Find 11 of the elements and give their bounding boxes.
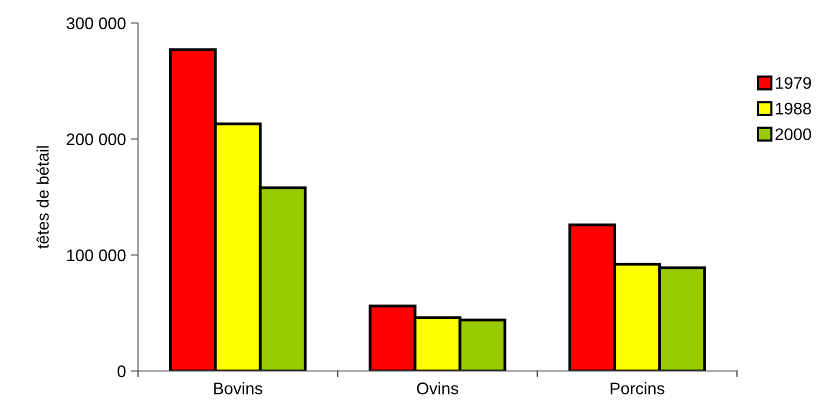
legend-label: 2000 xyxy=(775,128,812,140)
y-tick-label: 300 000 xyxy=(66,17,126,30)
legend-label: 1979 xyxy=(776,77,811,89)
y-tick-label: 0 xyxy=(118,365,126,378)
x-tick-label: Ovins xyxy=(416,382,458,394)
y-axis-title: têtes de bétail xyxy=(36,146,49,249)
x-tick-label: Bovins xyxy=(214,382,262,394)
y-tick-label: 200 000 xyxy=(66,133,126,146)
legend-label: 1988 xyxy=(776,102,812,115)
y-tick-label: 100 000 xyxy=(67,249,126,262)
x-tick-label: Porcins xyxy=(610,382,664,394)
